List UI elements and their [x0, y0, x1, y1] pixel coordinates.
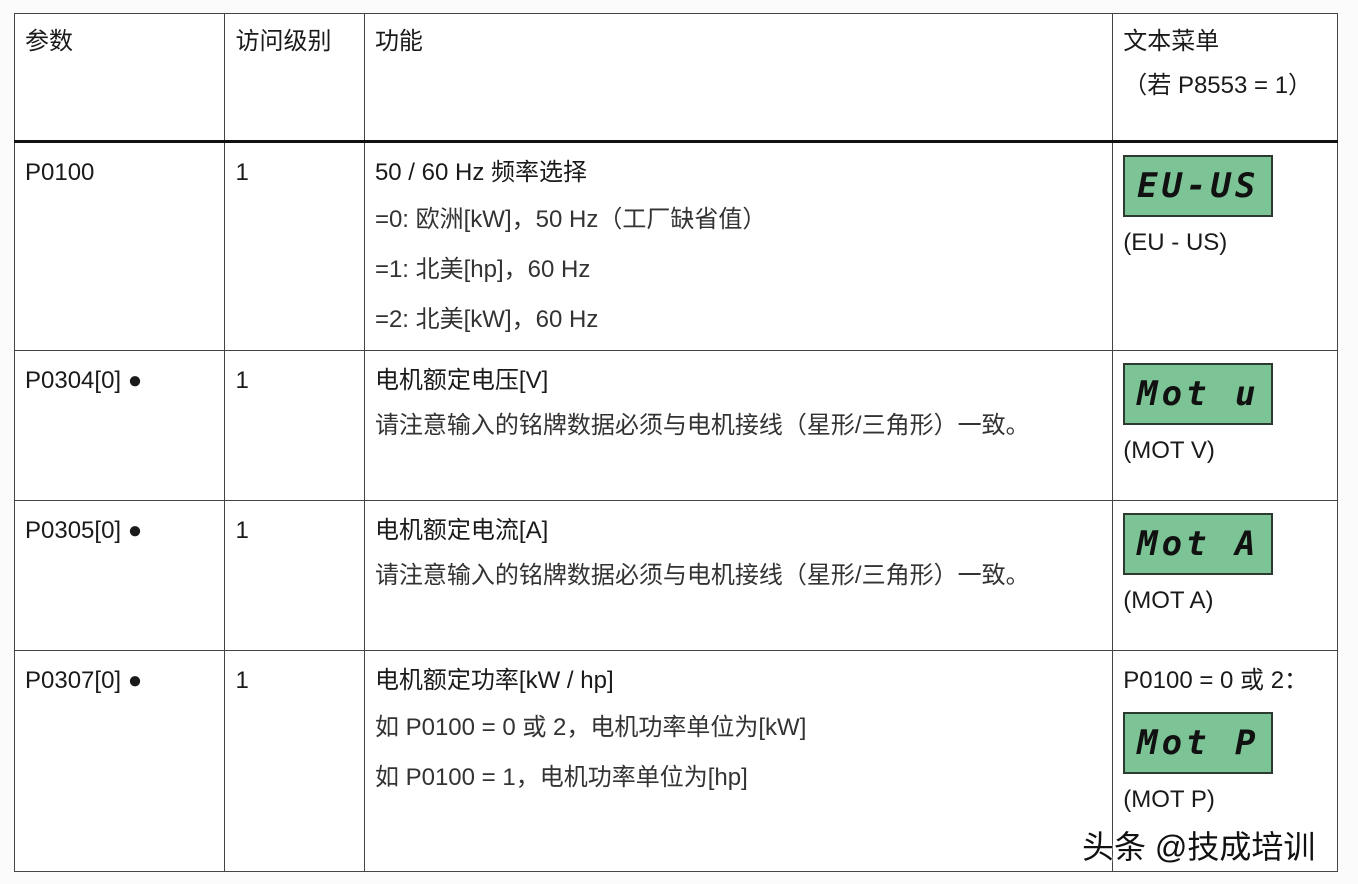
function-cell: 电机额定电压[V] 请注意输入的铭牌数据必须与电机接线（星形/三角形）一致。 — [363, 350, 1114, 501]
lcd-caption: (EU - US) — [1123, 229, 1228, 256]
function-cell: 电机额定功率[kW / hp] 如 P0100 = 0 或 2，电机功率单位为[… — [363, 650, 1114, 872]
function-line: =0: 欧洲[kW]，50 Hz（工厂缺省值） — [374, 206, 767, 233]
lcd-condition: P0100 = 0 或 2： — [1123, 667, 1309, 694]
header-function: 功能 — [363, 13, 1114, 143]
param-cell: P0307[0] ● — [13, 650, 226, 872]
lcd-display: Mot A — [1123, 513, 1274, 575]
param-cell: P0304[0] ● — [13, 350, 226, 501]
lcd-display: Mot P — [1123, 712, 1274, 774]
lcd-caption: (MOT A) — [1123, 587, 1214, 614]
parameter-table: 参数 访问级别 功能 文本菜单 （若 P8553 = 1） P0100 1 50 … — [13, 13, 1338, 872]
access-cell: 1 — [224, 350, 365, 501]
function-line: =2: 北美[kW]，60 Hz — [374, 306, 599, 333]
access-cell: 1 — [224, 500, 365, 651]
lcd-caption: (MOT P) — [1123, 786, 1215, 813]
function-title: 50 / 60 Hz 频率选择 — [374, 159, 587, 186]
table-row: P0100 1 50 / 60 Hz 频率选择 =0: 欧洲[kW]，50 Hz… — [13, 141, 1338, 351]
table-row: P0305[0] ● 1 电机额定电流[A] 请注意输入的铭牌数据必须与电机接线… — [13, 500, 1338, 651]
table-row: P0304[0] ● 1 电机额定电压[V] 请注意输入的铭牌数据必须与电机接线… — [13, 350, 1338, 501]
param-cell: P0100 — [13, 141, 226, 351]
function-line: 如 P0100 = 1，电机功率单位为[hp] — [374, 764, 748, 791]
function-line: 如 P0100 = 0 或 2，电机功率单位为[kW] — [374, 714, 807, 741]
header-text-menu: 文本菜单 （若 P8553 = 1） — [1112, 13, 1338, 143]
table-header: 参数 访问级别 功能 文本菜单 （若 P8553 = 1） — [13, 13, 1338, 143]
function-line: 请注意输入的铭牌数据必须与电机接线（星形/三角形）一致。 — [374, 562, 1030, 589]
function-cell: 50 / 60 Hz 频率选择 =0: 欧洲[kW]，50 Hz（工厂缺省值） … — [363, 141, 1114, 351]
menu-cell: EU-US (EU - US) — [1112, 141, 1338, 351]
param-cell: P0305[0] ● — [13, 500, 226, 651]
lcd-display: Mot u — [1123, 363, 1274, 425]
table-row: P0307[0] ● 1 电机额定功率[kW / hp] 如 P0100 = 0… — [13, 650, 1338, 872]
header-access: 访问级别 — [224, 13, 365, 143]
function-line: 请注意输入的铭牌数据必须与电机接线（星形/三角形）一致。 — [374, 412, 1030, 439]
text-menu-label: 文本菜单 — [1123, 28, 1220, 55]
menu-cell: Mot A (MOT A) — [1112, 500, 1338, 651]
menu-cell: Mot u (MOT V) — [1112, 350, 1338, 501]
function-title: 电机额定电压[V] — [374, 367, 549, 394]
lcd-display: EU-US — [1123, 155, 1274, 217]
header-param: 参数 — [13, 13, 226, 143]
function-cell: 电机额定电流[A] 请注意输入的铭牌数据必须与电机接线（星形/三角形）一致。 — [363, 500, 1114, 651]
access-cell: 1 — [224, 141, 365, 351]
lcd-caption: (MOT V) — [1123, 437, 1215, 464]
menu-cell: P0100 = 0 或 2： Mot P (MOT P) — [1112, 650, 1338, 872]
access-cell: 1 — [224, 650, 365, 872]
watermark: 头条 @技成培训 — [1082, 829, 1316, 865]
text-menu-condition: （若 P8553 = 1） — [1123, 72, 1313, 99]
function-line: =1: 北美[hp]，60 Hz — [374, 256, 591, 283]
function-title: 电机额定电流[A] — [374, 517, 549, 544]
function-title: 电机额定功率[kW / hp] — [374, 667, 614, 694]
